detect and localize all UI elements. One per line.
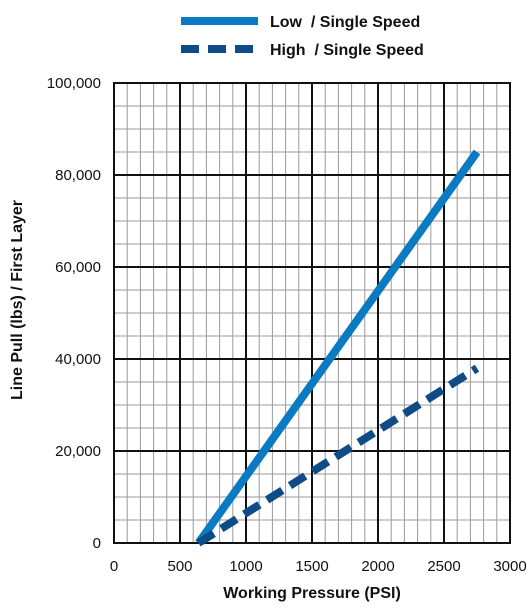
y-tick-labels: 0 20,000 40,000 60,000 80,000 100,000 [47, 75, 101, 552]
x-tick-label: 0 [110, 558, 118, 575]
x-tick-label: 1000 [229, 558, 262, 575]
major-grid [114, 83, 510, 543]
y-tick-label: 20,000 [55, 443, 101, 460]
plot-frame [113, 82, 511, 544]
y-tick-label: 40,000 [55, 351, 101, 368]
series-line-high [196, 364, 480, 547]
y-tick-label: 60,000 [55, 259, 101, 276]
x-tick-label: 2000 [361, 558, 394, 575]
legend-label: High / Single Speed [270, 42, 424, 59]
legend: Low / Single Speed High / Single Speed [181, 14, 424, 59]
x-tick-label: 500 [167, 558, 192, 575]
legend-label: Low / Single Speed [270, 14, 420, 31]
x-tick-label: 3000 [493, 558, 526, 575]
y-tick-label: 80,000 [55, 167, 101, 184]
y-tick-label: 100,000 [47, 75, 101, 92]
series-line-low [195, 149, 481, 546]
x-tick-label: 2500 [427, 558, 460, 575]
y-axis-title: Line Pull (lbs) / First Layer [9, 200, 26, 400]
x-tick-labels: 0 500 1000 1500 2000 2500 3000 [110, 558, 527, 575]
y-tick-label: 0 [93, 535, 101, 552]
x-axis-title: Working Pressure (PSI) [223, 585, 401, 602]
x-tick-label: 1500 [295, 558, 328, 575]
series-layer [195, 149, 481, 547]
